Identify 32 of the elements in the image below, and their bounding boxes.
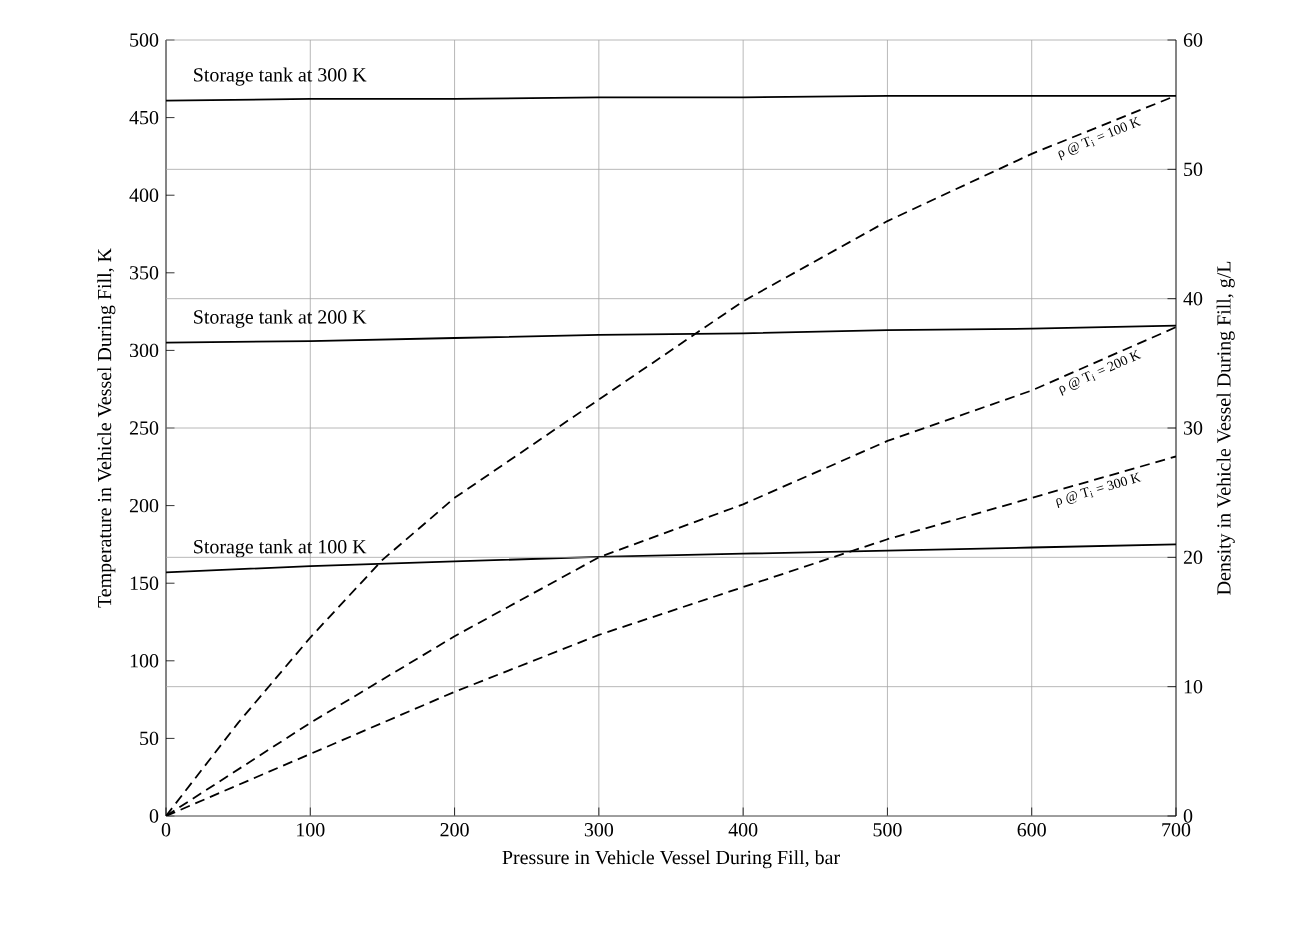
y-tick-label: 250 [129,421,159,435]
x-axis-title: Pressure in Vehicle Vessel During Fill, bar [502,850,840,869]
y-tick-label: 200 [129,498,159,513]
y2-tick-label: 40 [1183,291,1203,306]
x-tick-label: 500 [873,823,902,837]
x-tick-label: 400 [728,823,758,837]
y-tick-label: 350 [130,266,159,280]
y-tick-label: 100 [130,654,159,668]
y2-axis-title: Density in Vehicle Vessel During Fill, g/L [1216,261,1235,595]
x-tick-label: 200 [440,823,469,837]
x-tick-label: 600 [1017,823,1046,837]
y-tick-label: 50 [140,731,159,746]
x-tick-label: 300 [584,823,614,837]
x-tick-label: 100 [297,823,325,837]
y-tick-label: 400 [129,188,159,202]
y-tick-label: 450 [129,110,159,125]
y-axis-title: Temperature in Vehicle Vessel During Fill, K [97,248,116,608]
series-label: Storage tank at 200 K [194,309,367,328]
series-label: Storage tank at 100 K [194,539,367,558]
x-tick-label: 0 [161,823,171,837]
series-label: Storage tank at 300 K [194,67,367,86]
y2-tick-label: 10 [1184,679,1203,694]
x-tick-label: 700 [1162,823,1191,837]
y-tick-label: 150 [130,576,159,590]
y2-tick-label: 50 [1184,162,1203,177]
y2-tick-label: 30 [1184,421,1203,435]
y2-tick-label: 60 [1183,33,1203,47]
y2-tick-label: 20 [1183,550,1203,565]
y-tick-label: 300 [130,343,159,358]
y2-tick-label: 0 [1183,809,1193,823]
y-tick-label: 500 [130,33,159,47]
y-tick-label: 0 [149,809,159,823]
